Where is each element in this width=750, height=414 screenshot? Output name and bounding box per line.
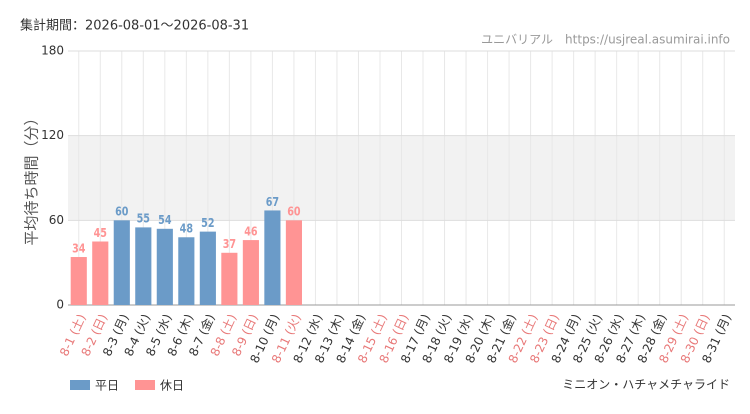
- value-label: 45: [94, 226, 107, 240]
- bar: [178, 237, 195, 305]
- legend-label: 休日: [160, 379, 184, 393]
- bar: [285, 220, 302, 305]
- value-label: 52: [201, 216, 214, 230]
- value-label: 60: [115, 205, 129, 219]
- period-header: 集計期間：2026-08-01～2026-08-31: [20, 18, 249, 34]
- value-label: 48: [180, 222, 193, 236]
- bar: [70, 257, 87, 305]
- bar: [242, 240, 259, 305]
- value-label: 55: [137, 212, 150, 226]
- bar: [199, 231, 216, 305]
- value-label: 37: [223, 237, 236, 251]
- y-tick-label: 180: [41, 44, 64, 58]
- y-tick-label: 120: [41, 128, 64, 142]
- bar: [156, 228, 173, 305]
- legend-label: 平日: [95, 379, 119, 393]
- y-tick-label: 0: [56, 298, 64, 312]
- y-tick-label: 60: [49, 213, 64, 227]
- bar: [264, 210, 281, 305]
- value-label: 67: [266, 195, 279, 209]
- attraction-name: ミニオン・ハチャメチャライド: [562, 378, 730, 392]
- site-credit: ユニバリアル https://usjreal.asumirai.info: [481, 33, 730, 47]
- value-label: 46: [244, 224, 257, 238]
- legend-swatch: [70, 380, 90, 390]
- bar: [92, 241, 109, 305]
- value-label: 34: [72, 241, 86, 255]
- bar: [135, 227, 152, 305]
- value-label: 54: [158, 213, 172, 227]
- y-axis-label: 平均待ち時間（分）: [23, 110, 41, 245]
- value-label: 60: [287, 205, 301, 219]
- legend-swatch: [135, 380, 155, 390]
- bar: [113, 220, 130, 305]
- bar: [221, 252, 238, 305]
